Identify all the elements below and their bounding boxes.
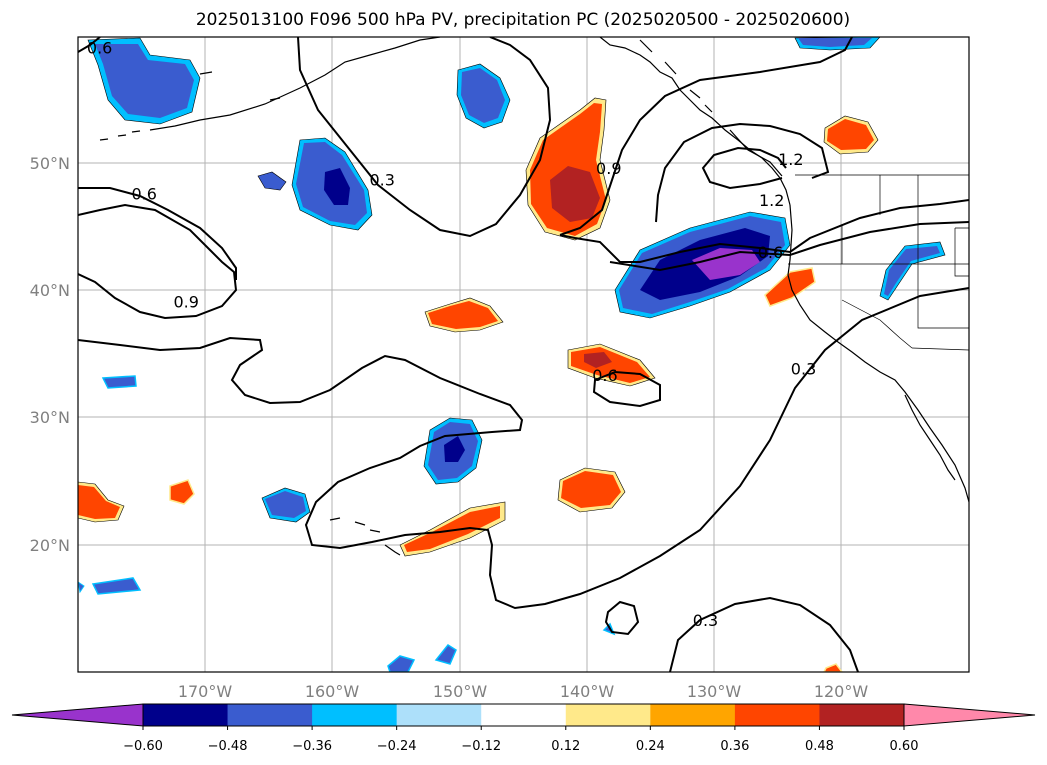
lon-label: 160°W: [305, 682, 360, 701]
mexico-border: [911, 347, 969, 351]
lon-label: 150°W: [433, 682, 488, 701]
figure-title: 2025013100 F096 500 hPa PV, precipitatio…: [196, 10, 850, 30]
pv-contour-0.9-main: [559, 37, 853, 236]
colorbar-segment: [312, 704, 398, 726]
precip-blob-negative: [87, 37, 201, 125]
precip-blob-positive: [399, 501, 506, 557]
pv-contour-1.2: [701, 146, 787, 190]
colorbar-segment: [481, 704, 567, 726]
contour-labels: 0.6 0.6 0.3 0.9 1.2 1.2 0.6 0.9 0.6 0.3 0.3: [87, 38, 816, 630]
colorbar-label: 0.48: [805, 739, 834, 754]
colorbar-segment: [819, 704, 905, 726]
precip-blob-negative: [78, 581, 85, 594]
coastlines: [99, 37, 969, 556]
colorbar-segment: [143, 704, 229, 726]
precip-blob-negative: [291, 137, 373, 231]
colorbar-extend-low: [11, 703, 144, 727]
pv-contour-0.6-cross: [609, 221, 969, 272]
pv-contour-small-ring: [604, 600, 640, 636]
lat-label: 30°N: [30, 408, 70, 427]
pv-contour-0.3-bottom: [669, 596, 859, 672]
precip-blob-positive: [525, 97, 611, 241]
baja-coast: [904, 394, 956, 481]
lat-label: 50°N: [30, 154, 70, 173]
contour-label: 1.2: [759, 191, 784, 210]
precip-blob-negative: [434, 644, 457, 665]
precip-blob-positive: [764, 267, 816, 307]
map-frame: [77, 36, 970, 673]
lon-label: 140°W: [560, 682, 615, 701]
contour-label: 0.9: [173, 292, 198, 311]
precip-blob-negative: [261, 487, 311, 523]
contour-label: 0.3: [693, 611, 718, 630]
aleutian-islands: [99, 71, 281, 141]
se-alaska-coast: [599, 37, 791, 206]
colorbar-segment: [734, 704, 820, 726]
pv-contour-0.6-left-outer: [78, 187, 237, 280]
pv-contour-0.6-oregon: [559, 199, 969, 263]
contour-label: 0.6: [87, 38, 112, 57]
us-west-coast: [787, 204, 969, 503]
precip-blob-positive: [557, 467, 626, 513]
colorbar-label: 0.12: [551, 739, 580, 754]
pv-contours: [78, 37, 969, 672]
state-border: [841, 299, 913, 349]
alaska-peninsula-coast: [149, 37, 441, 131]
colorbar-label: 0.24: [636, 739, 665, 754]
pv-contour-0.6-left: [78, 203, 238, 320]
colorbar-label: −0.12: [461, 739, 501, 754]
contour-label: 1.2: [778, 150, 803, 169]
colorbar-label: 0.60: [890, 739, 919, 754]
precip-blob-negative: [456, 63, 511, 129]
pv-contour-0.3-top: [297, 37, 552, 238]
precip-blob-negative: [794, 37, 881, 51]
lon-label: 130°W: [687, 682, 742, 701]
contour-label: 0.9: [596, 159, 621, 178]
precip-blob-negative: [257, 171, 287, 191]
pv-contour-0.3-middle: [78, 287, 969, 610]
precip-blob-negative: [387, 655, 416, 672]
colorbar-label: −0.36: [292, 739, 332, 754]
colorbar-outline: [142, 703, 905, 727]
precip-blob-negative: [91, 577, 142, 595]
precip-blob-positive: [823, 115, 879, 155]
precip-blob-positive: [169, 479, 195, 505]
lat-label: 20°N: [30, 536, 70, 555]
contour-label: 0.6: [131, 184, 156, 203]
contour-label: 0.6: [592, 366, 617, 385]
pv-contour-0.9-inner: [655, 122, 830, 223]
precip-blob-positive: [78, 481, 125, 523]
contour-label: 0.3: [791, 360, 816, 379]
precip-blob-negative: [879, 241, 946, 301]
colorbar-label: 0.36: [720, 739, 749, 754]
precip-blob-positive: [424, 297, 504, 333]
colorbar-extend-high: [903, 703, 1036, 727]
colorbar: −0.60 −0.48 −0.36 −0.24 −0.12 0.12 0.24 0.36 0.4…: [11, 703, 1036, 754]
lon-label: 120°W: [814, 682, 869, 701]
colorbar-label: −0.48: [208, 739, 248, 754]
pv-contour-0.6-small: [592, 370, 661, 408]
precip-fills: [78, 37, 946, 672]
colorbar-segment: [227, 704, 313, 726]
precip-blob-negative: [101, 375, 137, 389]
contour-label: 0.3: [369, 171, 394, 190]
state-border: [841, 175, 969, 329]
lat-label: 40°N: [30, 281, 70, 300]
colorbar-segment: [396, 704, 482, 726]
contour-label: 0.6: [758, 243, 783, 262]
lon-label: 170°W: [178, 682, 233, 701]
colorbar-label: −0.24: [377, 739, 417, 754]
colorbar-label: −0.60: [123, 739, 163, 754]
latitude-labels: 50°N 40°N 30°N 20°N: [30, 154, 70, 555]
hawaii-islands: [329, 517, 401, 556]
bc-islands: [639, 39, 783, 177]
longitude-labels: 170°W 160°W 150°W 140°W 130°W 120°W: [178, 682, 869, 701]
precip-blob-positive: [823, 663, 843, 672]
colorbar-segment: [565, 704, 651, 726]
colorbar-segment: [650, 704, 736, 726]
pv-contour-0.6-nw: [78, 37, 101, 53]
